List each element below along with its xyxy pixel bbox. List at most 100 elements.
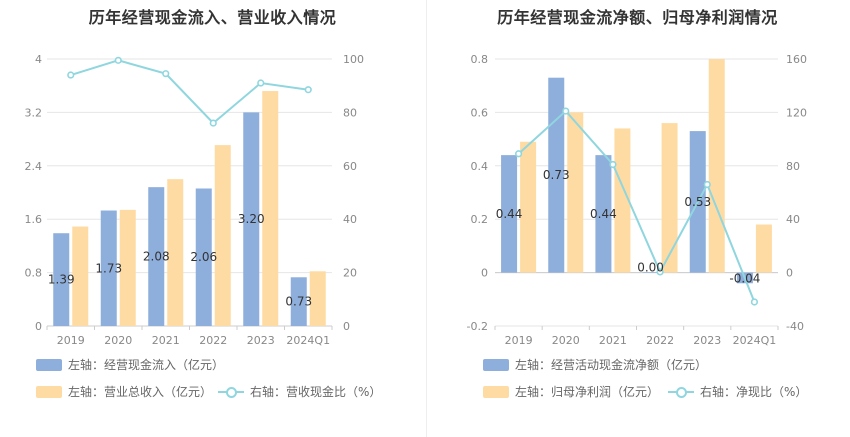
bar xyxy=(148,187,165,326)
bar-data-label: 0.44 xyxy=(590,207,617,221)
right-axis-tick-label: 80 xyxy=(343,106,357,119)
panel-divider xyxy=(426,0,427,437)
bar-data-label: 0.00 xyxy=(637,261,664,275)
right-axis-tick-label: 0 xyxy=(786,267,793,280)
chart-panel-cash-inflow: 历年经营现金流入、营业收入情况 0 0 0.8 20 1.6 40 2.4 60 3.2 80 4 1… xyxy=(25,8,382,400)
bar-data-label: 3.20 xyxy=(238,212,265,226)
bar xyxy=(100,210,117,326)
right-axis-tick-label: 160 xyxy=(786,53,807,66)
bar xyxy=(262,91,279,326)
x-axis-tick-label: 2022 xyxy=(646,334,674,347)
bar xyxy=(755,224,772,273)
line-point xyxy=(703,180,711,189)
legend-label: 右轴：营收现金比（%） xyxy=(250,385,382,399)
legend-label: 左轴：经营现金流入（亿元） xyxy=(68,358,225,372)
x-axis-tick-label: 2021 xyxy=(599,334,627,347)
chart-plot: -0.2 -40 0 0 0.2 40 0.4 80 0.6 120 0.8 160 2019 2020 2… xyxy=(467,53,807,347)
left-axis-tick-label: 0.4 xyxy=(471,160,489,173)
legend-item-net-cash[interactable]: 左轴：经营活动现金流净额（亿元） xyxy=(483,356,707,373)
legend-item-revenue[interactable]: 左轴：营业总收入（亿元） xyxy=(36,383,212,400)
x-axis-tick-label: 2023 xyxy=(693,334,721,347)
bar xyxy=(642,272,659,273)
left-axis-tick-label: 0.2 xyxy=(471,213,489,226)
right-axis-tick-label: 120 xyxy=(786,106,807,119)
bar-data-label: 0.44 xyxy=(496,207,523,221)
bar xyxy=(567,112,584,273)
line-point xyxy=(656,268,664,276)
left-axis-tick-label: 2.4 xyxy=(25,160,43,173)
line-series xyxy=(517,109,756,303)
line-point xyxy=(304,86,312,94)
right-axis-tick-label: 80 xyxy=(786,160,800,173)
legend-swatch xyxy=(36,358,62,371)
legend-item-net-profit[interactable]: 左轴：归母净利润（亿元） xyxy=(483,383,659,400)
right-axis-tick-label: 60 xyxy=(343,160,357,173)
bar-data-label: 2.08 xyxy=(143,250,170,264)
right-axis-tick-label: 100 xyxy=(343,53,364,66)
line-point xyxy=(209,119,217,127)
bar-data-label: 1.73 xyxy=(95,261,122,275)
line-point xyxy=(514,150,523,158)
chart-plot: 0 0 0.8 20 1.6 40 2.4 60 3.2 80 4 100 2019 2020 2021 20… xyxy=(25,53,365,347)
legend-label: 左轴：经营活动现金流净额（亿元） xyxy=(515,358,708,372)
bar xyxy=(53,233,70,326)
left-axis-tick-label: 0.8 xyxy=(471,53,489,66)
x-axis-tick-label: 2019 xyxy=(505,334,533,347)
line-point xyxy=(114,56,122,64)
left-axis-tick-label: 0.6 xyxy=(471,106,489,119)
line-point xyxy=(162,70,170,78)
legend-label: 右轴：净现比（%） xyxy=(700,385,808,399)
bar xyxy=(290,277,307,326)
left-axis-tick-label: 3.2 xyxy=(25,106,43,119)
x-axis-tick-label: 2024Q1 xyxy=(733,334,777,347)
right-axis-tick-label: 0 xyxy=(343,320,350,333)
right-axis-tick-label: 40 xyxy=(343,213,357,226)
x-axis-tick-label: 2021 xyxy=(152,334,180,347)
legend-label: 左轴：归母净利润（亿元） xyxy=(515,385,660,399)
bar xyxy=(595,155,612,273)
legend-item-ratio[interactable]: 右轴：营收现金比（%） xyxy=(218,383,381,400)
legend-label: 左轴：营业总收入（亿元） xyxy=(68,385,213,399)
right-axis-tick-label: 20 xyxy=(343,267,357,280)
chart-panel-net-cash: 历年经营现金流净额、归母净利润情况 -0.2 -40 0 0 0.2 40 0.4 80 0.6… xyxy=(425,0,850,437)
bar xyxy=(661,123,678,273)
left-axis-tick-label: 4 xyxy=(35,53,42,66)
bar xyxy=(501,155,518,273)
line-point xyxy=(609,160,617,169)
line-point xyxy=(257,79,265,87)
bar xyxy=(195,188,212,326)
bar xyxy=(548,77,565,273)
left-axis-tick-label: 0 xyxy=(35,320,42,333)
legend-swatch xyxy=(483,385,509,398)
bar xyxy=(214,145,231,326)
x-axis-tick-label: 2020 xyxy=(104,334,132,347)
left-axis-tick-label: 0.8 xyxy=(25,267,43,280)
bar xyxy=(309,271,326,326)
legend-item-cash-ratio[interactable]: 右轴：净现比（%） xyxy=(668,383,807,400)
x-axis-tick-label: 2023 xyxy=(247,334,275,347)
bar xyxy=(119,209,136,326)
bar-data-label: -0.04 xyxy=(729,272,760,286)
x-axis-tick-label: 2022 xyxy=(199,334,227,347)
legend-swatch xyxy=(36,385,62,398)
bar-data-label: 0.73 xyxy=(543,168,570,182)
left-axis-tick-label: 0 xyxy=(481,267,488,280)
legend-line-icon xyxy=(668,386,694,398)
left-axis-tick-label: 1.6 xyxy=(25,213,43,226)
chart-title: 历年经营现金流入、营业收入情况 xyxy=(88,8,337,27)
right-axis-tick-label: -40 xyxy=(786,320,804,333)
line-series xyxy=(70,59,309,125)
bar xyxy=(614,128,631,273)
x-axis-tick-label: 2024Q1 xyxy=(286,334,330,347)
left-axis-tick-label: -0.2 xyxy=(467,320,488,333)
bar xyxy=(167,179,184,326)
bar xyxy=(72,226,89,326)
line-point xyxy=(562,107,570,115)
right-axis-tick-label: 40 xyxy=(786,213,800,226)
bar-data-label: 2.06 xyxy=(190,250,217,264)
chart-title: 历年经营现金流净额、归母净利润情况 xyxy=(497,8,778,27)
bar-data-label: 0.53 xyxy=(684,195,711,209)
bar xyxy=(708,59,725,273)
line-point xyxy=(750,298,759,306)
legend-item-cash-inflow[interactable]: 左轴：经营现金流入（亿元） xyxy=(36,356,224,373)
